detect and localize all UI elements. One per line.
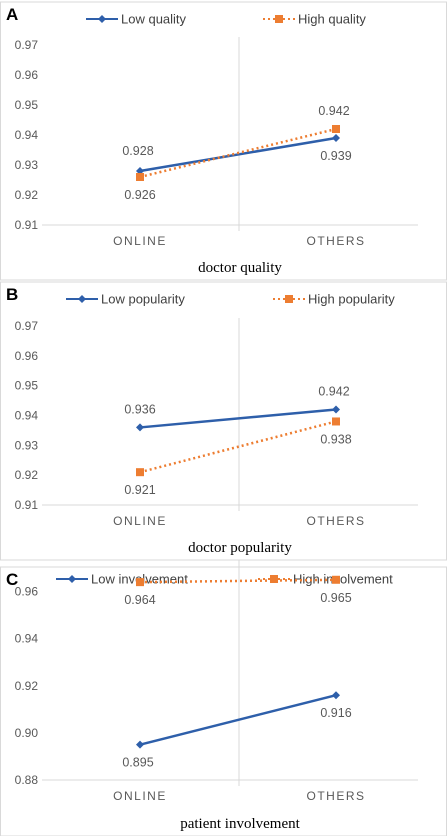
data-point-square bbox=[136, 578, 144, 587]
y-tick-label: 0.92 bbox=[15, 468, 39, 482]
y-tick-label: 0.95 bbox=[15, 379, 39, 393]
data-point-square bbox=[136, 468, 144, 477]
y-tick-label: 0.93 bbox=[15, 158, 39, 172]
legend: Low involvement High involvement bbox=[56, 572, 393, 587]
legend: Low popularity High popularity bbox=[66, 292, 395, 307]
data-label: 0.928 bbox=[122, 144, 153, 158]
data-point-square bbox=[275, 15, 283, 23]
data-label: 0.916 bbox=[320, 706, 351, 720]
y-tick-label: 0.88 bbox=[15, 773, 39, 787]
legend-entry-label: Low quality bbox=[121, 12, 187, 27]
data-label: 0.895 bbox=[122, 756, 153, 770]
panel-frame bbox=[0, 1, 447, 281]
data-point-diamond bbox=[332, 405, 340, 414]
x-category-label: OTHERS bbox=[306, 789, 365, 803]
x-category-label: ONLINE bbox=[113, 234, 167, 248]
data-label: 0.942 bbox=[318, 385, 349, 399]
y-tick-label: 0.94 bbox=[15, 632, 39, 646]
data-point-square bbox=[136, 173, 144, 181]
data-label: 0.939 bbox=[320, 149, 351, 163]
y-tick-label: 0.90 bbox=[15, 726, 39, 740]
x-category-label: OTHERS bbox=[306, 514, 365, 528]
series-line bbox=[139, 408, 337, 429]
data-label: 0.965 bbox=[320, 591, 351, 605]
data-label: 0.936 bbox=[124, 402, 155, 416]
chart-panel-a: A 0.91 0.92 0.93 0.94 0.95 0.96 0.97 ONLINE OTHER… bbox=[0, 1, 447, 281]
panel-caption: doctor popularity bbox=[188, 540, 292, 556]
y-tick-label: 0.93 bbox=[15, 438, 39, 452]
series-line bbox=[139, 420, 337, 474]
y-tick-label: 0.95 bbox=[15, 98, 39, 112]
legend-entry-label: Low popularity bbox=[101, 292, 185, 307]
series-line bbox=[139, 136, 337, 173]
y-tick-label: 0.92 bbox=[15, 679, 39, 693]
panel-letter: B bbox=[6, 285, 18, 304]
y-tick-label: 0.97 bbox=[15, 38, 39, 52]
series-line bbox=[139, 693, 337, 746]
data-label: 0.921 bbox=[124, 483, 155, 497]
legend-entry-label: High involvement bbox=[293, 572, 393, 587]
y-tick-label: 0.96 bbox=[15, 349, 39, 363]
panel-letter: C bbox=[6, 570, 18, 589]
y-tick-label: 0.94 bbox=[15, 409, 39, 423]
y-tick-label: 0.97 bbox=[15, 319, 39, 333]
y-tick-label: 0.91 bbox=[15, 498, 39, 512]
data-point-diamond bbox=[332, 691, 340, 700]
data-point-square bbox=[332, 417, 340, 426]
data-label: 0.942 bbox=[318, 104, 349, 118]
panel-letter: A bbox=[6, 5, 18, 24]
data-point-square bbox=[332, 125, 340, 133]
chart-panel-c: C 0.88 0.90 0.92 0.94 0.96 ONLINE OTHERS Low inv… bbox=[0, 560, 447, 836]
data-point-diamond bbox=[68, 575, 76, 583]
legend-entry-label: High quality bbox=[298, 12, 366, 27]
x-category-label: ONLINE bbox=[113, 789, 167, 803]
panel-caption: patient involvement bbox=[180, 816, 300, 832]
data-point-square bbox=[332, 575, 340, 584]
panel-caption: doctor quality bbox=[198, 260, 282, 276]
chart-panel-b: B 0.91 0.92 0.93 0.94 0.95 0.96 0.97 ONLINE OTHER… bbox=[0, 281, 447, 561]
data-label: 0.964 bbox=[124, 593, 155, 607]
data-point-square bbox=[270, 575, 278, 583]
legend: Low quality High quality bbox=[86, 12, 366, 27]
data-point-diamond bbox=[136, 423, 144, 432]
data-point-diamond bbox=[332, 134, 340, 142]
y-tick-label: 0.92 bbox=[15, 188, 39, 202]
y-tick-label: 0.96 bbox=[15, 585, 39, 599]
panel-frame bbox=[0, 566, 447, 836]
series-line bbox=[139, 127, 337, 179]
y-tick-label: 0.96 bbox=[15, 68, 39, 82]
y-tick-label: 0.94 bbox=[15, 128, 39, 142]
x-category-label: OTHERS bbox=[306, 234, 365, 248]
data-point-diamond bbox=[98, 15, 106, 23]
legend-entry-label: High popularity bbox=[308, 292, 395, 307]
data-label: 0.926 bbox=[124, 188, 155, 202]
data-point-diamond bbox=[78, 295, 86, 303]
data-point-square bbox=[285, 295, 293, 303]
data-point-diamond bbox=[136, 740, 144, 749]
x-category-label: ONLINE bbox=[113, 514, 167, 528]
data-label: 0.938 bbox=[320, 432, 351, 446]
y-tick-label: 0.91 bbox=[15, 218, 39, 232]
